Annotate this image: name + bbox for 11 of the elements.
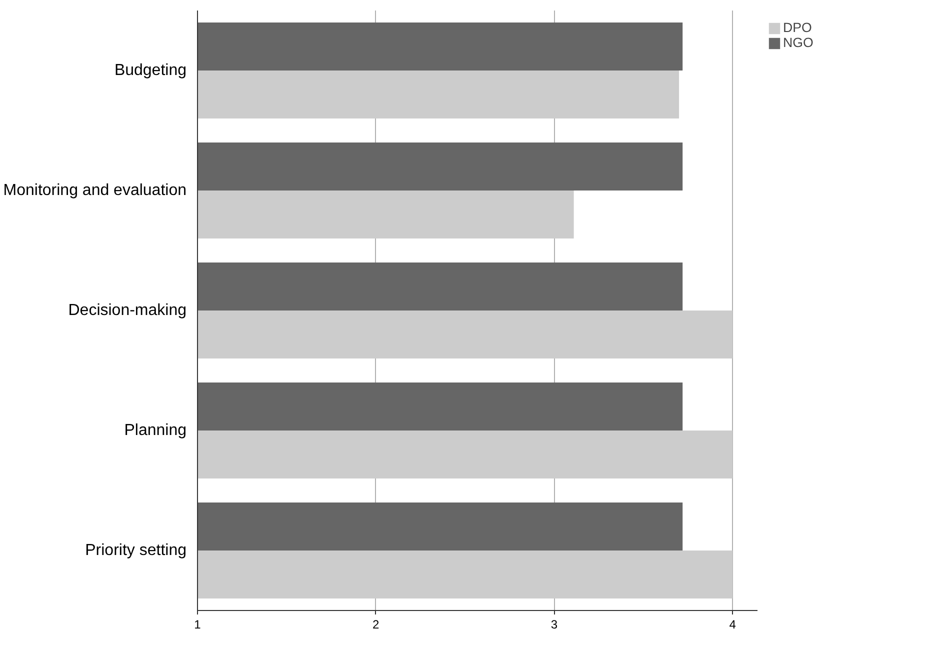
legend-label: DPO (783, 20, 812, 35)
x-tick-label: 3 (550, 618, 558, 632)
y-tick-label: Monitoring and evaluation (3, 182, 186, 199)
y-tick-label: Decision-making (68, 302, 186, 319)
x-tick-label: 1 (194, 618, 202, 632)
y-tick-label: Budgeting (114, 62, 186, 79)
y-tick-label: Planning (124, 422, 187, 439)
legend-label: NGO (783, 35, 814, 50)
y-tick-label: Priority setting (85, 542, 187, 559)
x-tick-label: 4 (729, 618, 736, 632)
x-tick-label: 2 (372, 618, 380, 632)
